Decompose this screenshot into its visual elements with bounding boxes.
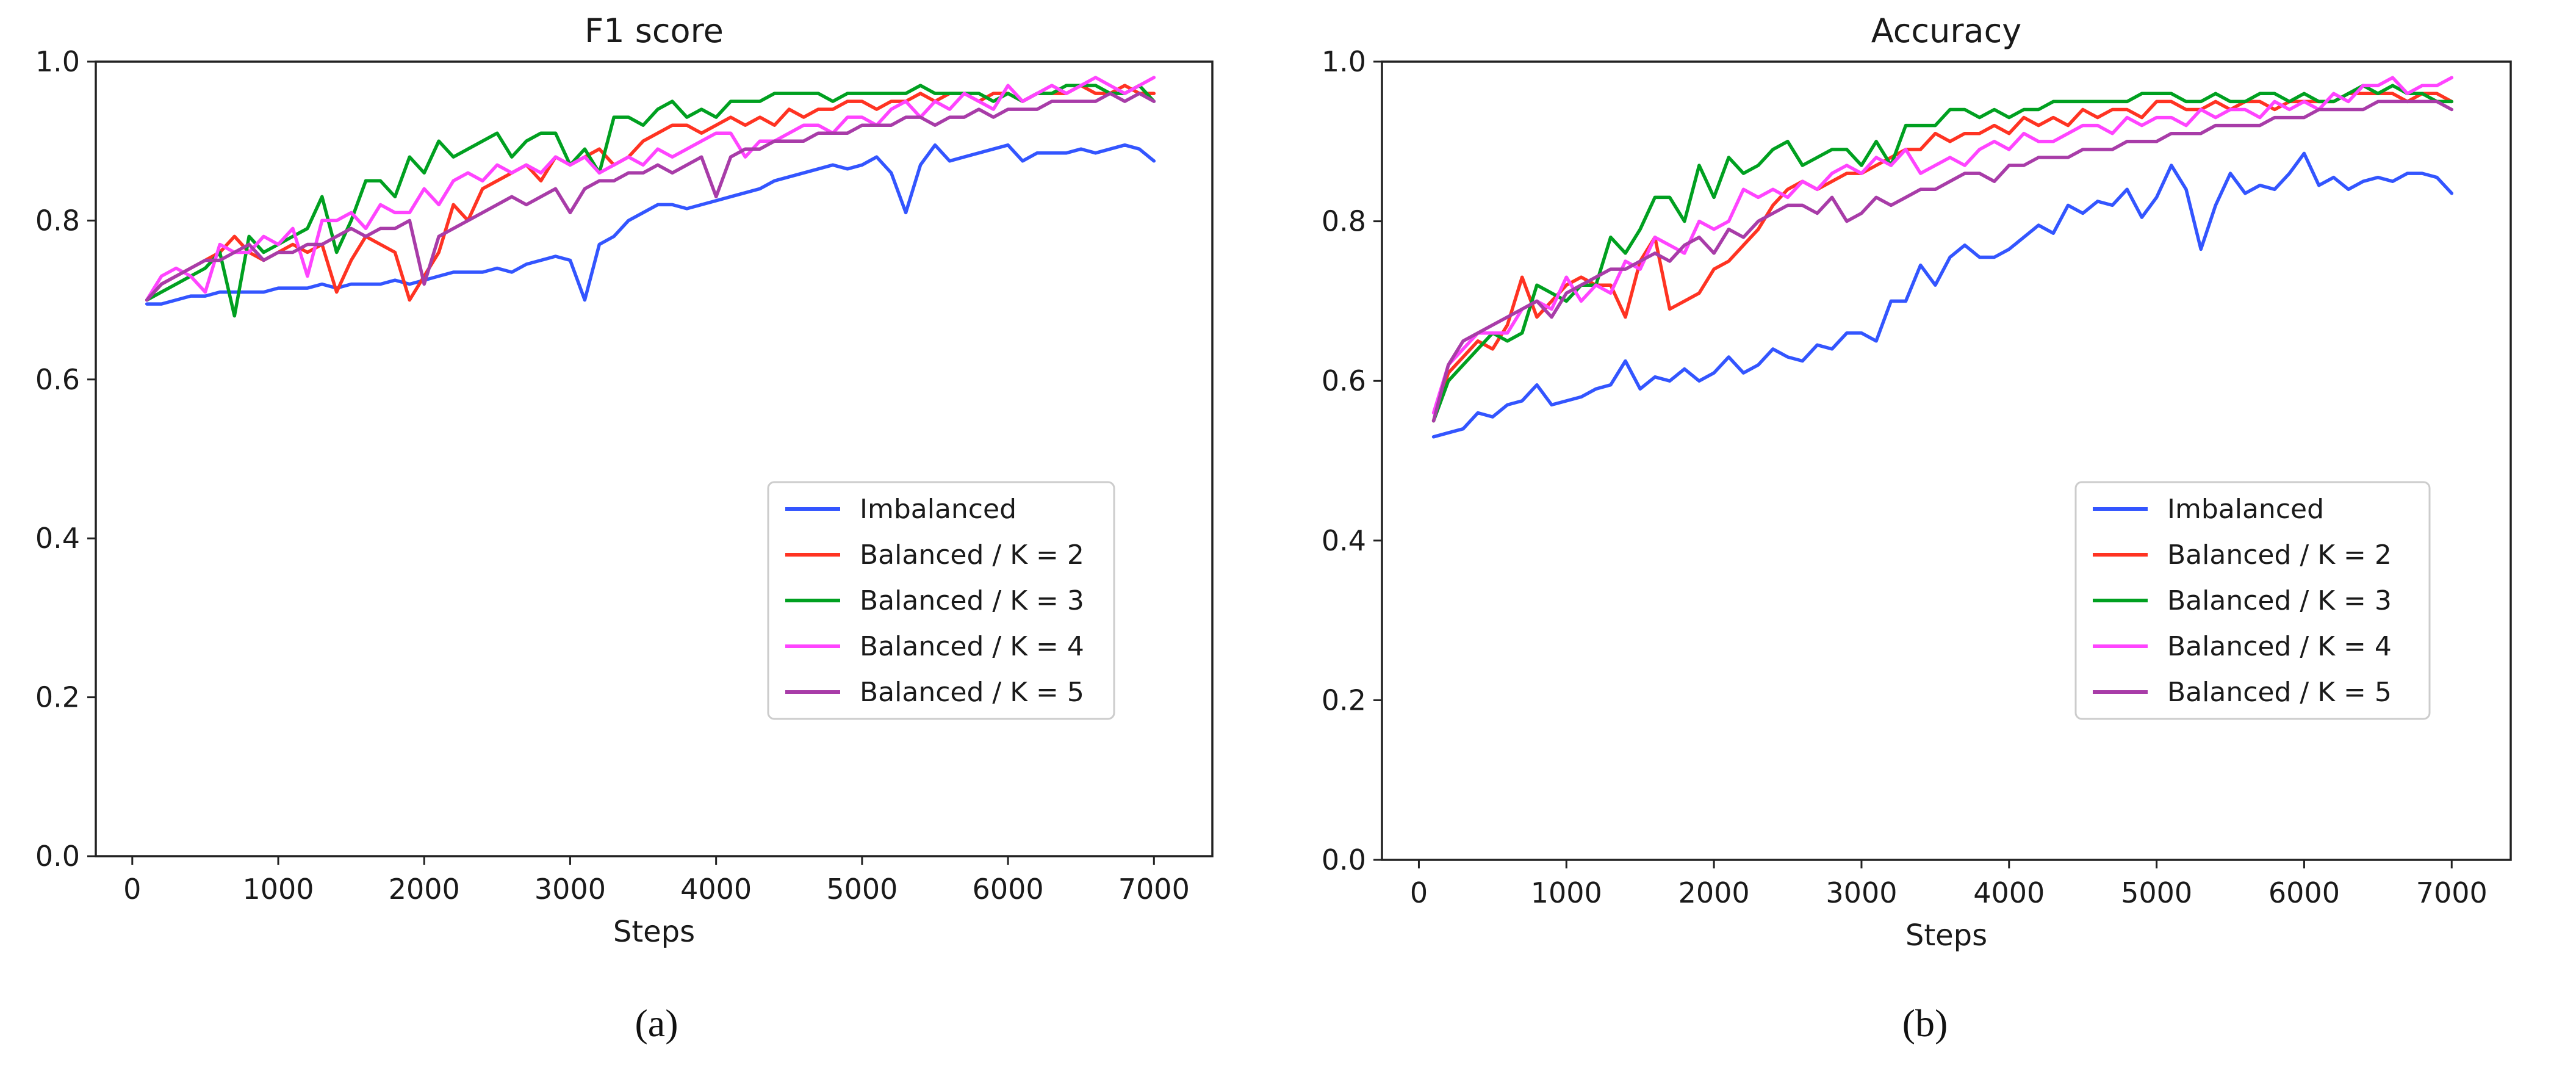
x-tick-label: 5000 [2121, 876, 2192, 909]
series-line [1431, 84, 2454, 423]
chart-accuracy: Accuracy 0 1000 2000 3000 4000 5000 6000 7000 0.0… [1322, 12, 2512, 953]
y-tick-label: 0.0 [1322, 843, 1366, 876]
legend-label: Balanced / K = 3 [2167, 585, 2392, 616]
legend: Imbalanced Balanced / K = 2 Balanced / K =… [2074, 481, 2431, 720]
series-line [1431, 92, 2454, 423]
chart-title: F1 score [585, 12, 724, 50]
x-tick-label: 0 [123, 873, 141, 906]
x-tick-label: 3000 [1826, 876, 1897, 909]
x-tick-label: 3000 [534, 873, 606, 906]
y-tick-label: 1.0 [1322, 45, 1366, 78]
series-line [1431, 99, 2454, 423]
series-line [145, 84, 1156, 318]
y-tick-label: 0.2 [35, 681, 80, 714]
caption-a-text: (a) [635, 1001, 678, 1045]
x-tick-label: 2000 [1678, 876, 1750, 909]
y-tick-label: 0.4 [35, 522, 80, 555]
legend-label: Imbalanced [2167, 494, 2324, 525]
legend-label: Balanced / K = 5 [2167, 677, 2392, 708]
chart-title: Accuracy [1871, 12, 2022, 50]
y-tick-label: 0.4 [1322, 524, 1366, 557]
x-tick-label: 4000 [1973, 876, 2045, 909]
x-tick-label: 5000 [826, 873, 898, 906]
chart-f1: F1 score 0 1000 2000 3000 4000 5000 6000 7000 0.0… [35, 12, 1214, 949]
series-line [145, 92, 1156, 302]
x-tick-label: 4000 [680, 873, 752, 906]
caption-a: (a) [534, 1001, 779, 1046]
x-tick-label: 7000 [1118, 873, 1190, 906]
legend-box [767, 481, 1115, 720]
y-tick-label: 0.8 [35, 204, 80, 237]
y-tick-label: 1.0 [35, 45, 80, 78]
x-tick-label: 6000 [2268, 876, 2340, 909]
caption-b: (b) [1803, 1001, 2047, 1046]
y-tick-label: 0.0 [35, 840, 80, 873]
series-line [145, 76, 1156, 302]
y-tick-label: 0.6 [35, 363, 80, 396]
series-line [1431, 76, 2454, 415]
series-line [1431, 151, 2454, 439]
legend-label: Balanced / K = 4 [860, 631, 1084, 662]
legend-label: Balanced / K = 2 [860, 539, 1084, 571]
legend-box [2074, 481, 2431, 720]
y-tick-label: 0.2 [1322, 683, 1366, 716]
y-tick-label: 0.6 [1322, 364, 1366, 397]
x-tick-label: 1000 [1531, 876, 1602, 909]
y-tick-label: 0.8 [1322, 205, 1366, 238]
caption-b-text: (b) [1902, 1001, 1948, 1045]
x-tick-label: 1000 [242, 873, 314, 906]
x-tick-label: 2000 [389, 873, 460, 906]
series-line [145, 143, 1156, 306]
legend: Imbalanced Balanced / K = 2 Balanced / K =… [767, 481, 1115, 720]
legend-label: Balanced / K = 2 [2167, 539, 2392, 571]
x-tick-label: 0 [1410, 876, 1428, 909]
legend-label: Balanced / K = 3 [860, 585, 1084, 616]
plot-frame [95, 60, 1214, 857]
x-axis-label: Steps [613, 915, 695, 949]
x-tick-label: 7000 [2416, 876, 2488, 909]
plot-frame [1381, 60, 2512, 861]
x-axis-label: Steps [1905, 918, 1987, 953]
x-tick-label: 6000 [973, 873, 1044, 906]
legend-label: Imbalanced [860, 494, 1016, 525]
legend-label: Balanced / K = 4 [2167, 631, 2392, 662]
legend-label: Balanced / K = 5 [860, 677, 1084, 708]
